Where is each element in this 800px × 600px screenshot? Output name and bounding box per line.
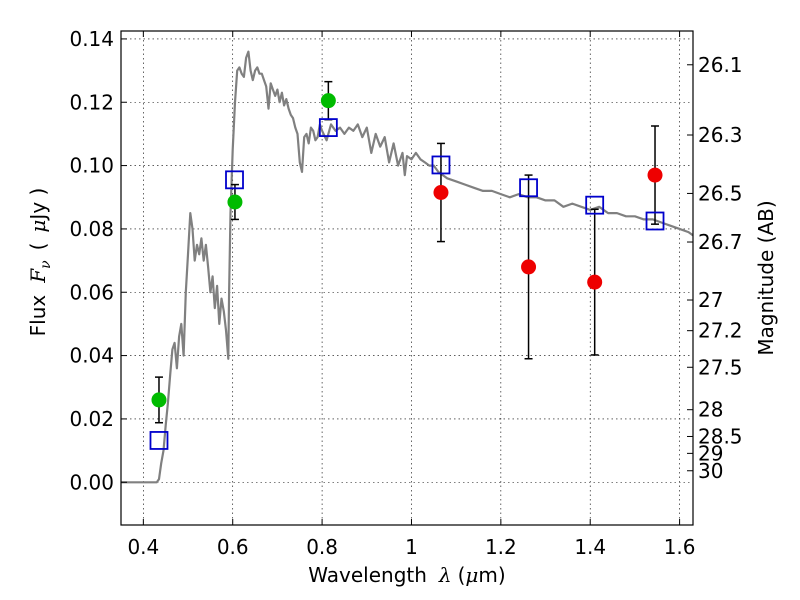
model-point-square — [431, 155, 451, 175]
observed-point — [227, 194, 243, 210]
y2-tick-label: 26.5 — [698, 181, 743, 205]
x-tick-label: 1.2 — [485, 535, 517, 559]
grid — [121, 31, 693, 525]
y2-tick-label: 26.7 — [698, 230, 743, 254]
x-axis-label: Wavelength λ (μm) — [308, 563, 505, 587]
model-point-square — [585, 195, 605, 215]
y2-tick-label: 29 — [698, 441, 723, 465]
model-point-square — [149, 431, 169, 450]
y2-tick-label: 26.3 — [698, 123, 743, 147]
observed-point — [151, 392, 167, 408]
y2-tick-label: 27.2 — [698, 319, 743, 343]
observed-point — [521, 259, 537, 275]
x-tick-label: 0.8 — [306, 535, 338, 559]
observed-point — [320, 93, 336, 109]
y-tick-label: 0.06 — [69, 280, 114, 304]
model-point-square — [519, 178, 538, 198]
y-tick-label: 0.08 — [69, 217, 114, 241]
axes: 0.4 0.6 0.8 1 1.2 1.4 1.6 0.00 0.02 0.04 0.06 0.08 0… — [69, 27, 742, 559]
y-tick-label: 0.10 — [69, 154, 114, 178]
y2-tick-label: 28.5 — [698, 424, 743, 448]
plot-frame — [120, 30, 694, 526]
y-tick-label: 0.12 — [69, 90, 114, 114]
y2-tick-label: 27.5 — [698, 355, 743, 379]
y2-tick-label: 27 — [698, 288, 723, 312]
x-tick-label: 0.6 — [217, 535, 249, 559]
y-tick-label: 0.00 — [69, 470, 114, 494]
observed-point — [587, 274, 603, 290]
model-point-square — [225, 170, 244, 190]
y-tick-label: 0.04 — [69, 344, 114, 368]
x-tick-label: 1.4 — [574, 535, 606, 559]
y-axis-label: FluxFν(μJy ) — [26, 188, 54, 337]
model-point-square — [645, 211, 665, 231]
x-tick-label: 1 — [405, 535, 418, 559]
observed-point — [647, 167, 663, 183]
markers — [149, 80, 665, 450]
y-tick-label: 0.02 — [69, 407, 114, 431]
data-layer — [121, 50, 693, 484]
y2-tick-label: 28 — [698, 398, 723, 422]
model-point-square — [318, 118, 338, 137]
y2-tick-label: 26.1 — [698, 53, 743, 77]
model-spectrum-line — [121, 50, 693, 484]
x-tick-label: 0.4 — [127, 535, 159, 559]
x-tick-label: 1.6 — [664, 535, 696, 559]
observed-point — [433, 185, 449, 200]
y-tick-label: 0.14 — [69, 27, 114, 51]
y2-tick-label: 30 — [698, 459, 723, 483]
y2-axis-label: Magnitude (AB) — [754, 200, 778, 355]
